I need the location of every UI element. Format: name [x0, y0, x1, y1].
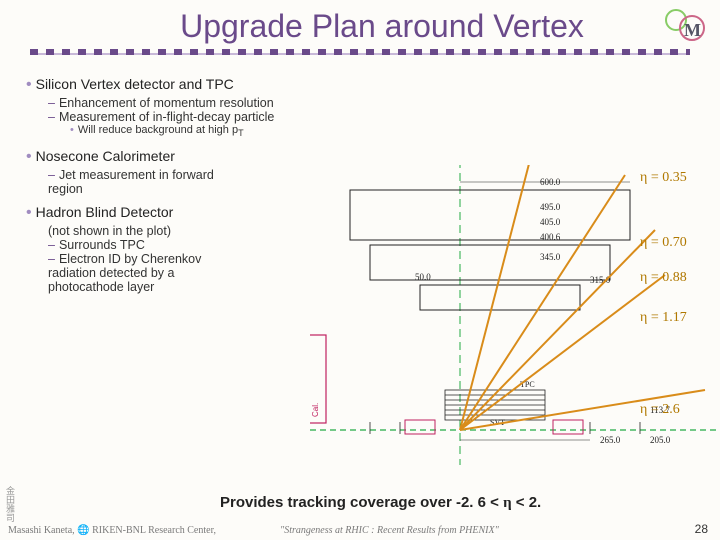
coverage-text: Provides tracking coverage over -2. 6 < …	[220, 494, 541, 512]
eta-label: η = 0.70	[640, 235, 687, 251]
slide-title: Upgrade Plan around Vertex	[0, 0, 720, 47]
bullet-heading: Hadron Blind Detector	[36, 204, 174, 220]
footer-title: "Strangeness at RHIC : Recent Results fr…	[280, 525, 499, 536]
svg-text:M: M	[684, 20, 701, 40]
bullet-ncc: •Nosecone Calorimeter	[26, 148, 356, 166]
svg-text:345.0: 345.0	[540, 252, 561, 262]
svg-text:50.0: 50.0	[415, 272, 431, 282]
sub-bullet: –Surrounds TPC	[48, 238, 218, 252]
bullet-content: •Silicon Vertex detector and TPC –Enhanc…	[26, 72, 356, 294]
footer-author: Masashi Kaneta, 🌐 RIKEN-BNL Research Cen…	[8, 525, 216, 536]
eta-label: η = 0.35	[640, 170, 687, 186]
sub-bullet: –Jet measurement in forward region	[48, 168, 228, 196]
bullet-heading: Nosecone Calorimeter	[36, 148, 175, 164]
eta-label: η = 1.17	[640, 310, 687, 326]
sub-sub-bullet: •Will reduce background at high pT	[70, 124, 356, 138]
svg-text:400.6: 400.6	[540, 232, 561, 242]
svg-text:495.0: 495.0	[540, 202, 561, 212]
svg-text:265.0: 265.0	[600, 435, 621, 445]
logo-icon: M	[662, 6, 708, 46]
bullet-heading: Silicon Vertex detector and TPC	[36, 76, 234, 92]
sub-bullet: –Measurement of in-flight-decay particle	[48, 110, 356, 124]
bullet-hbd: •Hadron Blind Detector	[26, 204, 356, 222]
eta-label: η = 0.88	[640, 270, 687, 286]
svg-text:TPC: TPC	[520, 380, 535, 389]
sub-bullet: –Enhancement of momentum resolution	[48, 96, 356, 110]
kanji-signature: 金田雅司	[4, 486, 17, 522]
page-number: 28	[695, 522, 708, 536]
sub-bullet: –Electron ID by Cherenkov radiation dete…	[48, 252, 218, 294]
svg-text:205.0: 205.0	[650, 435, 671, 445]
eta-label: η = 2.6	[640, 402, 680, 418]
title-underline	[30, 49, 690, 59]
svg-text:405.0: 405.0	[540, 217, 561, 227]
svg-text:Cal.: Cal.	[311, 403, 320, 417]
bullet-svd: •Silicon Vertex detector and TPC	[26, 76, 356, 94]
